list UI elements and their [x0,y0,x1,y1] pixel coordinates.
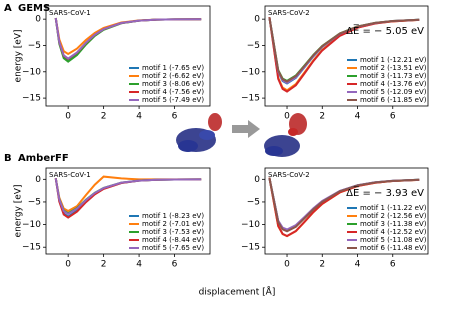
annotation: ΔE̅ = − 5.05 eV [346,24,424,37]
y-tick-label: −10 [241,67,260,77]
x-tick-label: 6 [390,260,396,270]
axes-frame [264,167,429,255]
series-line [54,17,202,63]
x-tick-label: 0 [65,112,71,122]
legend-label: motif 2 (-12.56 eV) [360,212,427,220]
section-name: AmberFF [18,153,69,164]
y-tick-label: −5 [28,197,41,207]
legend-label: motif 2 (-6.62 eV) [142,72,204,80]
y-tick-label: −10 [22,220,41,230]
y-tick-label: −5 [28,41,41,51]
series-line [54,17,202,56]
legend-label: motif 3 (-11.73 eV) [360,72,427,80]
x-tick-label: 2 [101,260,107,270]
legend-label: motif 3 (-7.53 eV) [142,228,204,236]
y-axis-label: energy [eV] [14,30,24,83]
x-tick-label: 4 [355,112,361,122]
legend-label: motif 6 (-11.85 eV) [360,96,427,104]
y-tick-label: −5 [247,197,260,207]
y-tick-label: −15 [22,94,41,104]
x-tick-label: 6 [390,112,396,122]
x-tick-label: 4 [355,260,361,270]
x-tick-label: 2 [101,112,107,122]
legend-label: motif 6 (-11.48 eV) [360,244,427,252]
y-tick-label: −10 [241,220,260,230]
panel-title: SARS-CoV-1 [49,9,91,17]
legend-label: motif 5 (-7.49 eV) [142,96,204,104]
x-tick-label: 6 [172,260,178,270]
y-tick-label: 0 [35,15,41,25]
x-tick-label: 2 [319,112,325,122]
legend-label: motif 2 (-13.51 eV) [360,64,427,72]
x-axis-label: displacement [Å] [199,286,276,298]
y-tick-label: −15 [241,94,260,104]
plot-lines [268,177,420,238]
x-tick-label: 6 [172,112,178,122]
y-tick-label: −15 [22,243,41,253]
legend-label: motif 1 (-12.21 eV) [360,56,427,64]
y-tick-label: −5 [247,41,260,51]
legend-label: motif 4 (-7.56 eV) [142,88,204,96]
y-axis-label: energy [eV] [14,185,24,238]
series-line [268,17,420,83]
section-letter: B [4,153,12,164]
legend-label: motif 1 (-11.22 eV) [360,204,427,212]
annotation: ΔE̅ = − 3.93 eV [346,186,424,199]
x-tick-label: 4 [136,260,142,270]
axes-frame [45,5,211,107]
y-tick-label: 0 [254,15,260,25]
y-tick-label: 0 [35,175,41,185]
legend-label: motif 4 (-13.76 eV) [360,80,427,88]
x-tick-label: 2 [319,260,325,270]
plot-lines [54,17,202,63]
series-line [268,177,420,233]
legend-label: motif 4 (-12.52 eV) [360,228,427,236]
x-tick-label: 4 [136,112,142,122]
protein-cov1 [176,113,222,152]
legend-label: motif 4 (-8.44 eV) [142,236,204,244]
panel-title: SARS-CoV-1 [49,171,91,179]
legend-label: motif 3 (-8.06 eV) [142,80,204,88]
section-letter: A [4,3,12,14]
legend-label: motif 5 (-11.08 eV) [360,236,427,244]
axes-frame [45,167,211,255]
legend-label: motif 5 (-12.09 eV) [360,88,427,96]
legend-label: motif 1 (-7.65 eV) [142,64,204,72]
protein-cov2 [264,113,307,157]
transition-arrow [232,120,260,138]
plot-lines [268,16,420,93]
legend-label: motif 3 (-11.38 eV) [360,220,427,228]
axes-frame [264,5,429,107]
x-tick-label: 0 [284,260,290,270]
legend-label: motif 2 (-7.01 eV) [142,220,204,228]
plot-lines [54,175,202,219]
panel-title: SARS-CoV-2 [268,9,310,17]
x-tick-label: 0 [284,112,290,122]
legend-label: motif 5 (-7.65 eV) [142,244,204,252]
x-tick-label: 0 [65,260,71,270]
y-tick-label: 0 [254,175,260,185]
y-tick-label: −10 [22,67,41,77]
section-name: GEMS [18,3,50,14]
series-line [54,17,202,60]
y-tick-label: −15 [241,243,260,253]
panel-title: SARS-CoV-2 [268,171,310,179]
series-line [54,178,202,216]
legend-label: motif 1 (-8.23 eV) [142,212,204,220]
